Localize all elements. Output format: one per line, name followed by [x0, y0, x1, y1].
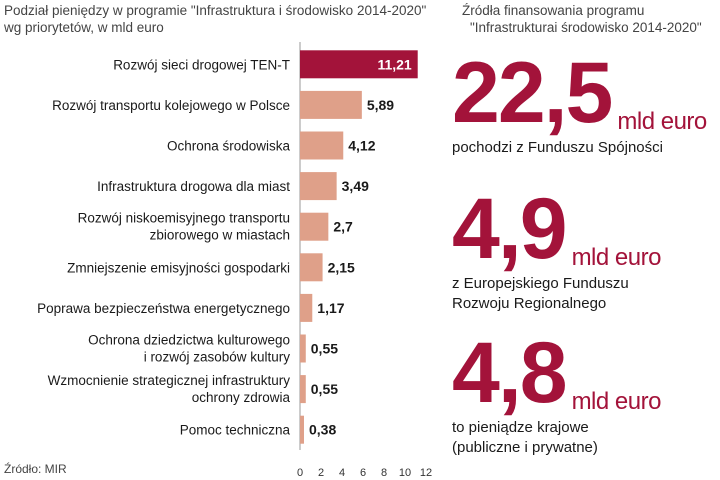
priority-bar-chart: 11,21 Rozwój sieci drogowej TEN-T 5,89 Rozw…	[37, 42, 432, 479]
stat-value: 4,8	[452, 325, 568, 421]
stat-value: 22,5	[452, 45, 613, 141]
bar-value-label-5: 2,7	[333, 219, 353, 235]
stat-national-funds: 4,8 mld euro to pieniądze krajowe (publi…	[452, 330, 662, 458]
x-tick-label-2: 2	[318, 467, 324, 479]
category-label-10: Pomoc techniczna	[180, 423, 291, 438]
stat-description-line2: (publiczne i prywatne)	[452, 439, 598, 456]
category-label-3: Ochrona środowiska	[167, 139, 291, 154]
x-tick-label-0: 0	[297, 467, 303, 479]
bar-value-label-1: 11,21	[377, 56, 411, 72]
bar-value-label-4: 3,49	[342, 178, 369, 194]
chart-header: Podział pieniędzy w programie "Infrastru…	[4, 2, 444, 36]
source-note: Źródło: MIR	[4, 462, 67, 476]
chart-header-line2: wg priorytetów, w mld euro	[4, 20, 164, 35]
stat-description-line1: to pieniądze krajowe	[452, 419, 589, 436]
bar-1	[300, 50, 418, 79]
x-tick-label-8: 8	[381, 467, 387, 479]
bar-10	[300, 415, 304, 444]
bar-6	[300, 253, 323, 282]
x-tick-label-4: 4	[339, 467, 345, 479]
bar-value-label-10: 0,38	[309, 422, 336, 438]
stat-value: 4,9	[452, 181, 568, 277]
x-tick-label-6: 6	[360, 467, 366, 479]
bar-4	[300, 172, 337, 201]
stat-description: pochodzi z Funduszu Spójności	[452, 139, 663, 156]
category-label-5-line1: Rozwój niskoemisyjnego transportu	[78, 211, 290, 226]
funding-header-line2: "Infrastrukturai środowisko 2014-2020"	[470, 20, 702, 35]
bar-value-label-3: 4,12	[348, 138, 375, 154]
category-label-8-line2: i rozwój zasobów kultury	[144, 350, 291, 365]
bar-value-label-8: 0,55	[311, 341, 338, 357]
category-label-6: Zmniejszenie emisyjności gospodarki	[67, 260, 290, 275]
stat-regional-fund: 4,9 mld euro z Europejskiego Funduszu Ro…	[452, 186, 662, 314]
stat-unit: mld euro	[571, 244, 662, 271]
bar-3	[300, 131, 344, 160]
funding-header: Źródła finansowania programu "Infrastruk…	[462, 2, 720, 36]
stat-unit: mld euro	[571, 388, 662, 415]
bar-value-label-6: 2,15	[328, 259, 355, 275]
bar-value-label-2: 5,89	[367, 97, 394, 113]
bar-value-label-7: 1,17	[317, 300, 344, 316]
bar-7	[300, 293, 313, 322]
stat-unit: mld euro	[617, 108, 707, 135]
funding-header-line1: Źródła finansowania programu	[462, 3, 645, 18]
bar-9	[300, 375, 306, 404]
category-label-1: Rozwój sieci drogowej TEN-T	[113, 57, 290, 72]
bar-5	[300, 212, 329, 241]
stat-description-line2: Rozwoju Regionalnego	[452, 295, 607, 312]
x-tick-label-12: 12	[420, 467, 432, 479]
category-label-7: Poprawa bezpieczeństwa energetycznego	[37, 301, 290, 316]
category-label-5-line2: zbiorowego w miastach	[150, 228, 290, 243]
category-label-2: Rozwój transportu kolejowego w Polsce	[52, 98, 290, 113]
bar-8	[300, 334, 306, 363]
stat-cohesion-fund: 22,5 mld euro pochodzi z Funduszu Spójno…	[452, 50, 707, 158]
bar-value-label-9: 0,55	[311, 381, 338, 397]
category-label-9-line2: ochrony zdrowia	[192, 390, 291, 405]
category-label-4: Infrastruktura drogowa dla miast	[97, 179, 290, 194]
stat-description-line1: z Europejskiego Funduszu	[452, 275, 629, 292]
bar-2	[300, 90, 362, 119]
category-label-9-line1: Wzmocnienie strategicznej infrastruktury	[48, 373, 291, 388]
category-label-8-line1: Ochrona dziedzictwa kulturowego	[88, 333, 290, 348]
chart-header-line1: Podział pieniędzy w programie "Infrastru…	[4, 3, 427, 18]
x-tick-label-10: 10	[399, 467, 411, 479]
